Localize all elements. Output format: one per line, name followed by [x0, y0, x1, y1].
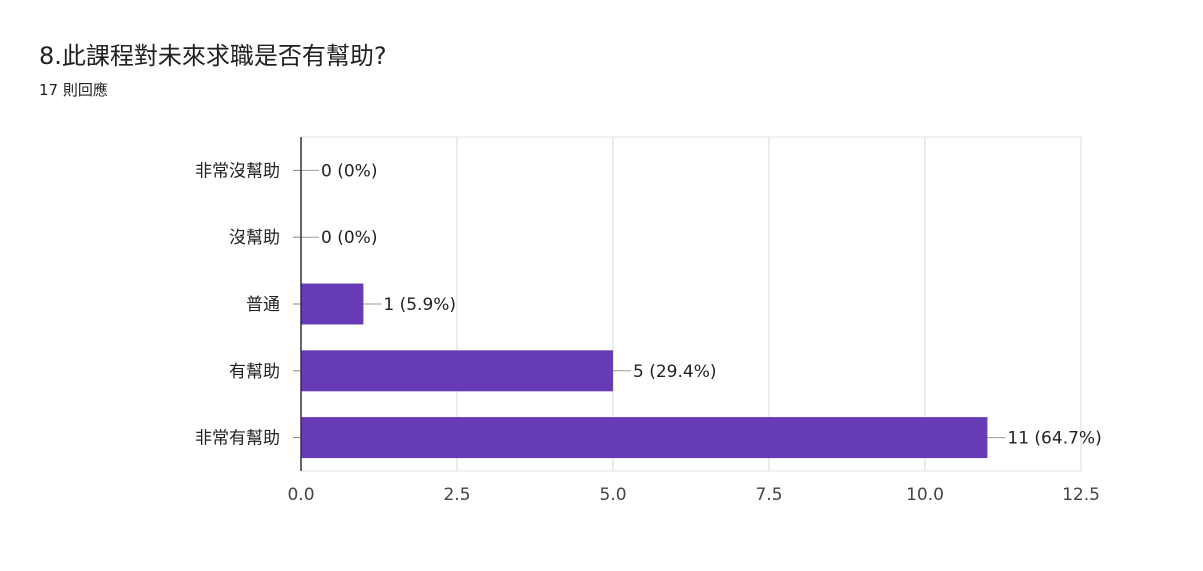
x-tick-label: 0.0: [287, 485, 314, 505]
data-label: 5 (29.4%): [633, 362, 717, 382]
data-label: 0 (0%): [321, 161, 377, 181]
bar: [301, 417, 988, 459]
x-tick-label: 7.5: [755, 485, 782, 505]
x-tick-label: 2.5: [443, 485, 470, 505]
chart-title: 8.此課程對未來求職是否有幫助?: [39, 42, 387, 70]
grid-lines: [300, 136, 1082, 472]
category-label: 非常沒幫助: [195, 161, 280, 181]
category-label: 有幫助: [229, 362, 280, 382]
labels: 0.0 2.5 5.0 7.5 10.0 12.5 非常沒幫助 0 (0%) 沒幫助 0 (0%)…: [195, 161, 1102, 505]
x-tick-label: 10.0: [906, 485, 944, 505]
data-label: 1 (5.9%): [383, 295, 456, 315]
category-label: 普通: [246, 295, 280, 315]
x-tick-label: 5.0: [599, 485, 626, 505]
data-label: 11 (64.7%): [1007, 429, 1101, 449]
bar: [301, 283, 364, 325]
chart-header: 8.此課程對未來求職是否有幫助? 17 則回應: [39, 40, 387, 100]
response-count: 17 則回應: [39, 81, 108, 99]
x-tick-label: 12.5: [1062, 485, 1100, 505]
bars: [301, 283, 988, 459]
category-label: 非常有幫助: [195, 429, 280, 449]
axes: [293, 137, 1006, 471]
bar: [301, 350, 613, 392]
category-label: 沒幫助: [229, 228, 280, 248]
data-label: 0 (0%): [321, 228, 377, 248]
